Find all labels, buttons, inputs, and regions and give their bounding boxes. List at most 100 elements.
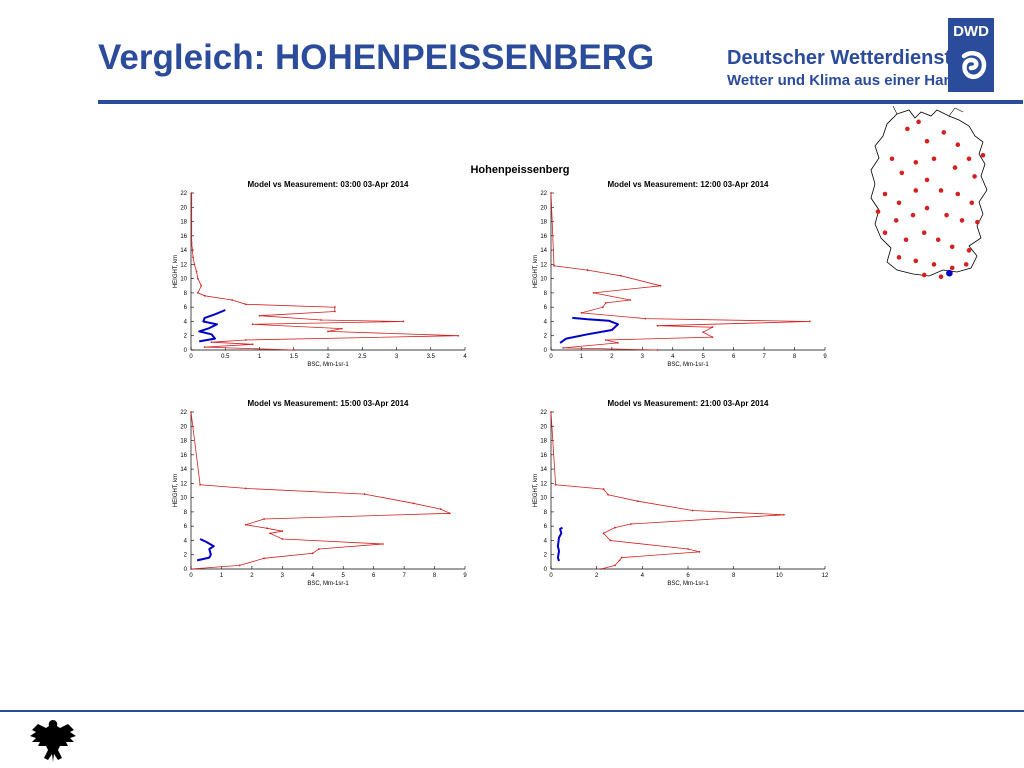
model-point: [412, 502, 415, 505]
measurement-series-line: [559, 316, 619, 344]
y-tick-label: 20: [180, 424, 187, 430]
y-tick-label: 10: [540, 496, 547, 502]
model-point: [629, 299, 632, 301]
model-point: [333, 310, 336, 313]
x-tick-label: 4: [311, 573, 315, 579]
model-series-line: [550, 411, 784, 570]
station-dot: [913, 258, 919, 264]
model-point: [580, 311, 583, 314]
station-dot: [899, 170, 905, 176]
model-point: [190, 411, 192, 413]
station-dot: [955, 142, 961, 148]
y-tick-label: 16: [180, 234, 187, 240]
x-tick-label: 0: [549, 573, 553, 579]
x-tick-label: 0: [189, 354, 193, 360]
model-point: [402, 320, 405, 323]
footer-divider: [0, 710, 1024, 712]
y-tick-label: 14: [540, 467, 547, 473]
measurement-series-line: [196, 538, 215, 562]
x-tick-label: 4: [671, 354, 675, 360]
x-tick-label: 3: [281, 573, 285, 579]
model-point: [614, 526, 616, 529]
model-point: [203, 346, 206, 349]
station-dot: [924, 177, 930, 183]
model-point: [193, 263, 196, 266]
model-point: [327, 330, 329, 333]
y-tick-label: 4: [184, 319, 188, 325]
x-axis-label: BSC, Mm-1sr-1: [667, 581, 709, 587]
model-point: [320, 319, 323, 321]
y-tick-label: 6: [184, 524, 188, 530]
x-axis-label: BSC, Mm-1sr-1: [307, 362, 349, 368]
station-dot: [980, 152, 986, 158]
model-point: [614, 564, 616, 567]
station-dot: [966, 156, 972, 162]
y-tick-label: 4: [184, 538, 188, 544]
x-tick-label: 6: [372, 573, 376, 579]
station-dot: [896, 200, 902, 206]
station-dot: [949, 265, 955, 271]
y-tick-label: 18: [180, 439, 187, 445]
model-point: [600, 568, 603, 570]
model-point: [244, 487, 247, 490]
model-point: [381, 543, 384, 545]
model-point: [644, 317, 647, 320]
model-point: [550, 411, 552, 413]
y-tick-label: 18: [540, 220, 547, 226]
y-tick-label: 18: [180, 220, 187, 226]
x-tick-label: 8: [793, 354, 797, 360]
slide-title: Vergleich: HOHENPEISSENBERG: [98, 38, 655, 77]
station-dot: [931, 156, 937, 162]
model-point: [618, 559, 621, 562]
y-tick-label: 0: [184, 567, 188, 573]
model-point: [601, 306, 604, 309]
model-point: [711, 336, 714, 339]
model-series-line: [550, 192, 810, 351]
model-point: [630, 523, 632, 525]
x-tick-label: 8: [732, 573, 736, 579]
chart-title: Model vs Measurement: 03:00 03-Apr 2014: [248, 180, 410, 189]
model-point: [281, 530, 284, 533]
model-point: [659, 284, 662, 287]
station-dot: [935, 237, 941, 243]
x-tick-label: 9: [823, 354, 827, 360]
y-tick-label: 2: [544, 334, 548, 340]
model-point: [190, 242, 193, 244]
model-point: [636, 500, 639, 503]
y-tick-label: 0: [184, 348, 188, 354]
model-point: [251, 323, 254, 326]
y-tick-label: 22: [540, 410, 547, 416]
model-point: [231, 299, 233, 301]
x-tick-label: 1: [580, 354, 584, 360]
model-point: [199, 483, 202, 486]
y-axis-label: HEIGHT, km: [173, 474, 179, 507]
y-tick-label: 16: [540, 453, 547, 459]
y-tick-label: 8: [184, 510, 188, 516]
x-axis-label: BSC, Mm-1sr-1: [667, 362, 709, 368]
x-tick-label: 2: [250, 573, 254, 579]
station-dot: [924, 138, 930, 144]
y-tick-label: 4: [544, 538, 548, 544]
station-dot: [921, 272, 927, 278]
x-tick-label: 9: [463, 573, 467, 579]
model-point: [263, 518, 265, 520]
model-point: [604, 339, 607, 341]
model-point: [266, 527, 269, 530]
model-point: [448, 512, 451, 515]
x-tick-label: 3: [395, 354, 399, 360]
station-dot: [924, 205, 930, 211]
model-point: [620, 556, 623, 559]
model-point: [263, 557, 265, 560]
station-dot: [949, 244, 955, 250]
station-dot: [975, 219, 980, 225]
model-point: [251, 343, 254, 346]
station-dot: [913, 160, 919, 165]
y-tick-label: 10: [180, 496, 187, 502]
x-tick-label: 2: [326, 354, 330, 360]
measurement-series-line: [556, 526, 563, 562]
y-tick-label: 6: [184, 305, 188, 311]
station-dot: [896, 255, 902, 260]
model-point: [244, 523, 247, 526]
model-point: [269, 532, 272, 535]
